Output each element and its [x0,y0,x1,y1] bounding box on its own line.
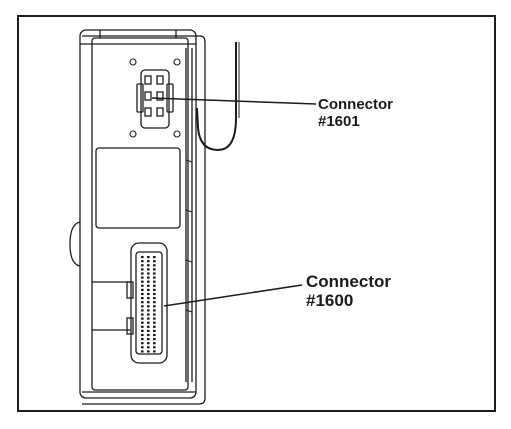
connector-pin [153,305,156,308]
connector-pin [141,301,144,304]
connector-pin [147,264,150,267]
leader-line-1600 [163,284,303,307]
connector-pin [153,288,156,291]
screw-holes [129,58,181,138]
connector-pin [153,325,156,328]
callout-1601-line1: Connector [318,96,393,113]
connector-pin [141,276,144,279]
connector-pin [147,288,150,291]
connector-pin [147,292,150,296]
connector-pin [141,346,144,349]
connector-pin [153,346,156,349]
connector-pin [153,276,156,279]
connector-pin [147,346,150,349]
connector-pin [141,288,144,291]
connector-pin [141,329,144,332]
module-housing [79,29,197,399]
connector-pin [147,276,150,279]
connector-pin [141,309,144,312]
connector-pin [141,325,144,328]
label-plate [95,147,181,229]
connector-pin [147,301,150,304]
connector-pin [153,268,156,271]
connector-pin [147,321,150,324]
connector-pin [147,350,150,353]
connector-pin [141,321,144,324]
connector-pin [141,338,144,341]
connector-pin [153,329,156,332]
connector-pin [153,317,156,320]
figure-frame [17,15,496,412]
connector-pin [141,264,144,267]
connector-pin [147,256,150,259]
connector-pin [147,325,150,328]
connector-pin [141,292,144,296]
connector-pin [141,280,144,283]
connector-pin [141,333,144,337]
module-face-panel [91,37,189,391]
module-rear-flange [82,35,206,405]
connector-pin [147,305,150,308]
connector-pin [141,268,144,271]
connector-pin [153,297,156,300]
connector-pin [153,260,156,263]
connector-pin [147,333,150,337]
connector-pin [153,280,156,283]
callout-1600-line2: #1600 [306,291,354,311]
connector-pin [153,256,156,259]
connector-pin [153,264,156,267]
connector-pin [153,272,156,275]
connector-pin [147,329,150,332]
connector-pin [141,342,144,345]
callout-connector-1600: Connector #1600 [306,272,391,310]
connector-pin [153,321,156,324]
connector-pin [147,268,150,271]
connector-pin [141,305,144,308]
connector-pin [147,280,150,283]
connector-pin [153,338,156,341]
connector-pin [141,297,144,300]
connector-pin [141,256,144,259]
connector-pin [147,297,150,300]
connector-pin [153,301,156,304]
connector-pin [141,284,144,287]
connector-pin [153,342,156,345]
wire-loop [196,42,237,152]
connector-pin [147,313,150,316]
connector-pin [153,284,156,287]
connector-pin [141,350,144,353]
connector-pin [147,260,150,263]
callout-connector-1601: Connector #1601 [318,96,393,131]
connector-pin [141,260,144,263]
connector-1600-pin-grid [141,256,156,353]
connector-pin [153,292,156,296]
leader-line-1601 [151,97,317,105]
connector-pin [141,272,144,275]
connector-pin [147,284,150,287]
connector-pin [141,313,144,316]
connector-pin [153,309,156,312]
callout-1600-line1: Connector [306,272,391,291]
connector-pin [141,317,144,320]
connector-pin [147,317,150,320]
connector-pin [147,272,150,275]
connector-pin [147,342,150,345]
connector-pin [153,350,156,353]
callout-1601-line2: #1601 [318,112,360,130]
connector-pin [153,313,156,316]
connector-pin [147,309,150,312]
connector-pin [153,333,156,337]
connector-pin [147,338,150,341]
side-bulge [69,221,81,267]
